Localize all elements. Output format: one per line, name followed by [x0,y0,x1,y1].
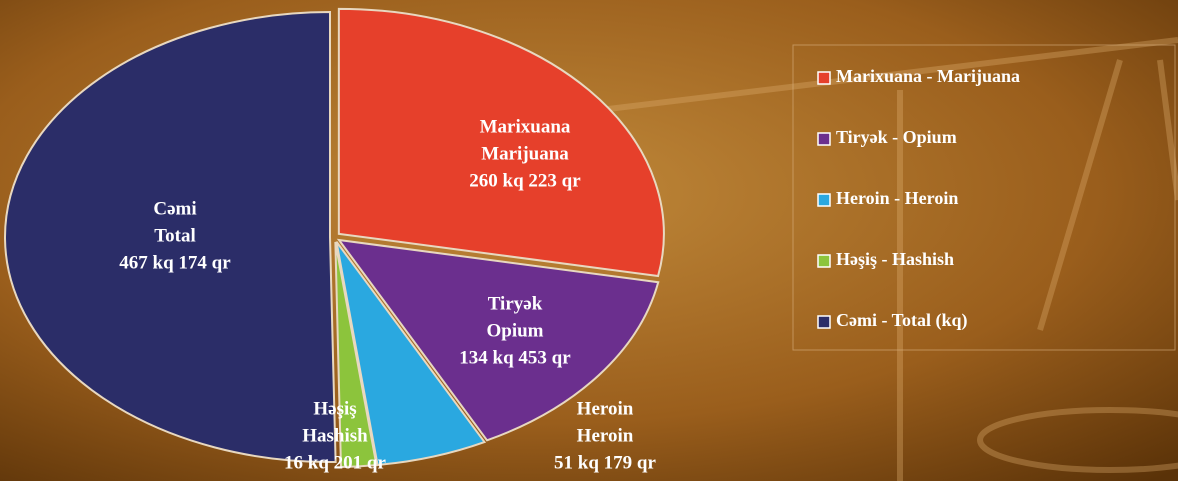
slice-label: Həşiş [313,398,356,419]
pie-slice [334,241,378,468]
legend-swatch [817,193,831,207]
legend-swatch [817,132,831,146]
slice-label: Tiryək [488,293,543,314]
legend-label: Heroin - Heroin [836,188,958,208]
slice-labels: Marixuana Marijuana 260 kq 223 qr Tiryək Opi… [119,116,656,473]
scales-illustration [599,37,1178,481]
value-label: 134 kq 453 qr [459,347,571,368]
legend-box [792,44,1176,351]
pie [4,7,665,468]
legend-swatch [817,71,831,85]
slice-label: Heroin [577,398,634,419]
slice-label: Opium [486,320,543,341]
value-label: 51 kq 179 qr [554,452,656,473]
legend-label: Marixuana - Marijuana [836,66,1020,86]
legend-label: Tiryək - Opium [836,127,957,147]
pie-slice [337,7,665,278]
slice-label: Heroin [577,425,634,446]
slice-label: Total [154,225,196,246]
legend-swatch [817,254,831,268]
value-label: 260 kq 223 qr [469,170,581,191]
pie-slice [4,11,337,464]
value-label: 467 kq 174 qr [119,252,231,273]
slice-label: Cəmi [153,198,196,219]
legend-swatch [817,315,831,329]
value-label: 16 kq 201 qr [284,452,386,473]
slice-label: Hashish [302,425,368,446]
slice-label: Marijuana [481,143,569,164]
slice-label: Marixuana [480,116,571,137]
legend-label: Cəmi - Total (kq) [836,310,968,331]
pie-slice [335,241,487,467]
pie-slice [336,238,660,442]
legend: Marixuana - Marijuana Tiryək - Opium Heroi… [817,66,1020,331]
legend-label: Həşiş - Hashish [836,249,954,269]
